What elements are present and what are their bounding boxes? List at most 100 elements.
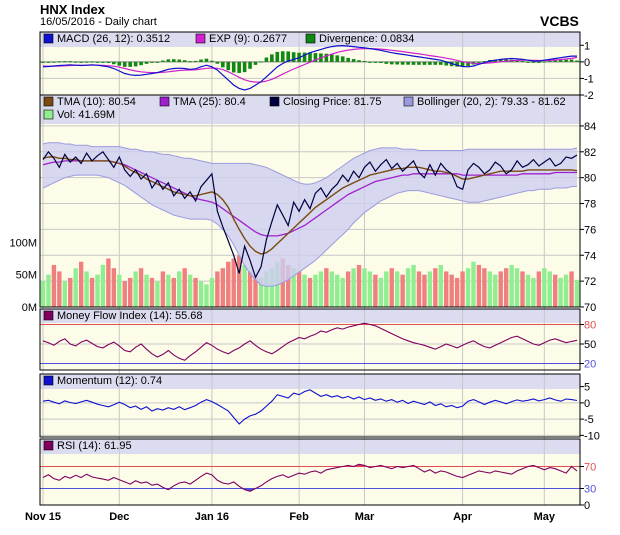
bollinger-band	[43, 142, 577, 287]
bollinger-lower-line	[42, 174, 578, 287]
divergence-bar	[438, 61, 443, 65]
volume-bar	[220, 268, 226, 307]
volume-bar	[487, 271, 493, 307]
divergence-bar	[308, 52, 312, 62]
price-y-tick-label: 70	[584, 302, 596, 314]
volume-bar	[411, 264, 416, 307]
volume-bar	[476, 264, 482, 307]
volume-bar	[57, 271, 62, 307]
volume-bar	[46, 274, 51, 307]
divergence-bar	[68, 61, 73, 63]
volume-bar	[84, 271, 89, 307]
volume-bar	[149, 277, 155, 307]
volume-bar	[247, 271, 253, 307]
momentum-y-tick-label: 0	[584, 398, 590, 410]
volume-bar	[231, 258, 236, 307]
divergence-bar	[444, 61, 449, 66]
mfi-line	[42, 322, 578, 361]
divergence-bar	[193, 60, 198, 62]
divergence-bar	[221, 61, 225, 68]
momentum-line	[42, 389, 578, 425]
macd-y-tick-label: -2	[584, 90, 594, 102]
divergence-bar	[406, 61, 410, 65]
volume-bar	[563, 274, 569, 307]
volume-bar	[438, 264, 443, 307]
divergence-bar	[340, 56, 345, 62]
divergence-bar	[182, 60, 187, 62]
divergence-bar	[106, 61, 111, 64]
volume-bar	[329, 271, 334, 307]
volume-bar	[242, 264, 247, 307]
divergence-bar	[553, 60, 558, 62]
volume-bar	[394, 271, 400, 307]
x-axis-label: Jan 16	[195, 511, 229, 523]
momentum-legend-band	[40, 374, 580, 389]
volume-bar	[62, 281, 67, 307]
divergence-bar	[558, 60, 563, 62]
volume-bar	[400, 274, 405, 307]
divergence-bar	[389, 61, 394, 65]
divergence-bar	[144, 61, 149, 64]
volume-bar	[226, 261, 231, 307]
volume-bar	[95, 274, 100, 307]
mfi-legend-band	[40, 309, 580, 323]
price-y-tick-label: 76	[584, 224, 596, 236]
macd-y-tick-label: -1	[584, 73, 594, 85]
price-y-tick-label: 78	[584, 199, 596, 211]
volume-bar	[253, 274, 258, 307]
momentum-y-tick-label: 5	[584, 382, 590, 394]
volume-bar	[433, 268, 438, 307]
volume-bar	[264, 271, 269, 307]
divergence-bar	[46, 61, 51, 63]
volume-bar	[454, 277, 460, 307]
tma-25-legend-swatch	[159, 96, 170, 107]
divergence-bar	[166, 59, 171, 62]
divergence-bar	[237, 61, 241, 73]
volume-bar	[367, 271, 373, 307]
volume-bar	[503, 268, 509, 307]
closing-price-legend-swatch	[269, 96, 280, 107]
volume-bar	[40, 281, 46, 307]
volume-bar	[378, 277, 384, 307]
divergence-bar	[41, 61, 45, 63]
rsi-y-tick-label: 70	[584, 462, 596, 474]
volume-bar	[313, 274, 318, 307]
volume-bar	[351, 268, 356, 307]
volume-tick-label: 0M	[22, 302, 37, 314]
divergence-bar	[324, 53, 329, 62]
momentum-legend-label: Momentum (12): 0.74	[57, 375, 162, 387]
divergence-bar	[95, 61, 100, 63]
closing-price-legend-label: Closing Price: 81.75	[283, 96, 381, 108]
divergence-legend-swatch	[305, 33, 316, 44]
divergence-bar	[302, 52, 307, 62]
divergence-bar	[177, 59, 182, 62]
macd-legend-label: MACD (26, 12): 0.3512	[57, 33, 170, 45]
momentum-y-tick-label: -10	[584, 430, 600, 442]
rsi-legend-band	[40, 439, 580, 454]
volume-bar	[302, 274, 307, 307]
volume-bar	[122, 281, 127, 307]
x-axis-label: May	[534, 511, 556, 523]
divergence-bar	[161, 60, 165, 62]
volume-bar	[356, 264, 362, 307]
divergence-bar	[291, 52, 296, 62]
divergence-bar	[231, 61, 236, 73]
volume-bar	[166, 274, 171, 307]
divergence-bar	[351, 59, 356, 62]
divergence-bar	[329, 54, 334, 62]
volume-bar	[471, 261, 476, 307]
divergence-bar	[57, 61, 62, 63]
divergence-bar	[101, 61, 105, 63]
volume-tick-label: 50M	[16, 270, 37, 282]
divergence-bar	[139, 61, 143, 66]
volume-bar	[204, 284, 209, 307]
divergence-bar	[253, 61, 258, 65]
volume-bar	[117, 274, 122, 307]
price-y-tick-label: 72	[584, 276, 596, 288]
divergence-bar	[248, 61, 252, 69]
divergence-bar	[400, 61, 405, 65]
volume-bar	[389, 268, 394, 307]
divergence-bar	[112, 61, 116, 65]
bollinger-legend-swatch	[403, 96, 414, 107]
volume-bar	[335, 274, 340, 307]
